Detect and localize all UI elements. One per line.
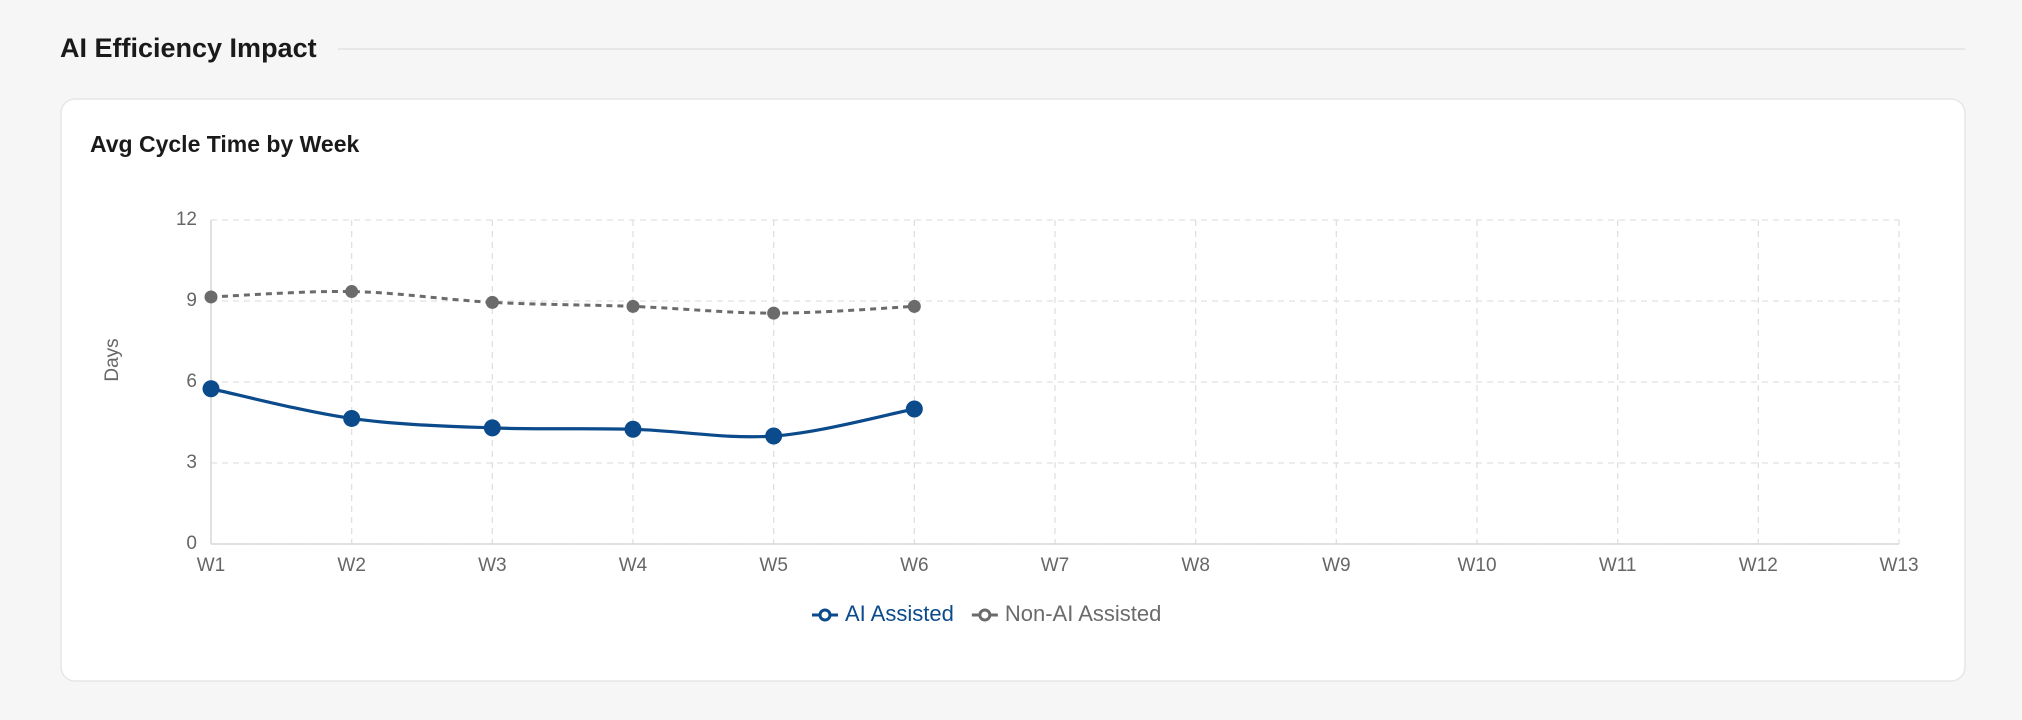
data-point [204, 290, 218, 304]
y-tick-label: 12 [176, 209, 197, 230]
x-tick-label: W8 [1181, 555, 1210, 576]
data-point [624, 420, 642, 438]
data-point [767, 306, 781, 320]
legend-label: AI Assisted [845, 601, 954, 626]
data-point [202, 380, 220, 398]
x-tick-label: W7 [1041, 555, 1070, 576]
data-point [483, 419, 501, 437]
y-tick-label: 0 [186, 533, 197, 554]
x-tick-label: W11 [1599, 555, 1637, 576]
x-tick-label: W3 [478, 555, 507, 576]
chart-title: Avg Cycle Time by Week [90, 131, 360, 157]
x-tick-label: W6 [900, 555, 929, 576]
y-tick-label: 3 [186, 452, 197, 473]
x-tick-label: W4 [619, 555, 648, 576]
data-point [343, 409, 361, 427]
x-tick-label: W2 [337, 555, 366, 576]
y-tick-label: 9 [186, 290, 197, 311]
legend-label: Non-AI Assisted [1005, 601, 1162, 626]
x-tick-label: W13 [1879, 555, 1918, 576]
data-point [907, 299, 921, 313]
data-point [345, 285, 359, 299]
legend-marker [818, 608, 832, 622]
legend-marker [978, 608, 992, 622]
section-title: AI Efficiency Impact [60, 33, 317, 63]
data-point [905, 400, 923, 418]
data-point [485, 295, 499, 309]
card [60, 98, 1966, 682]
series-line [210, 387, 915, 439]
x-tick-label: W10 [1457, 555, 1496, 576]
x-tick-label: W5 [759, 555, 788, 576]
y-axis-label: Days [102, 338, 123, 381]
data-point [626, 299, 640, 313]
x-tick-label: W12 [1739, 555, 1778, 576]
x-tick-label: W9 [1322, 555, 1351, 576]
y-tick-label: 6 [186, 371, 197, 392]
series-line [210, 289, 915, 315]
x-tick-label: W1 [197, 555, 226, 576]
data-point [765, 427, 783, 445]
